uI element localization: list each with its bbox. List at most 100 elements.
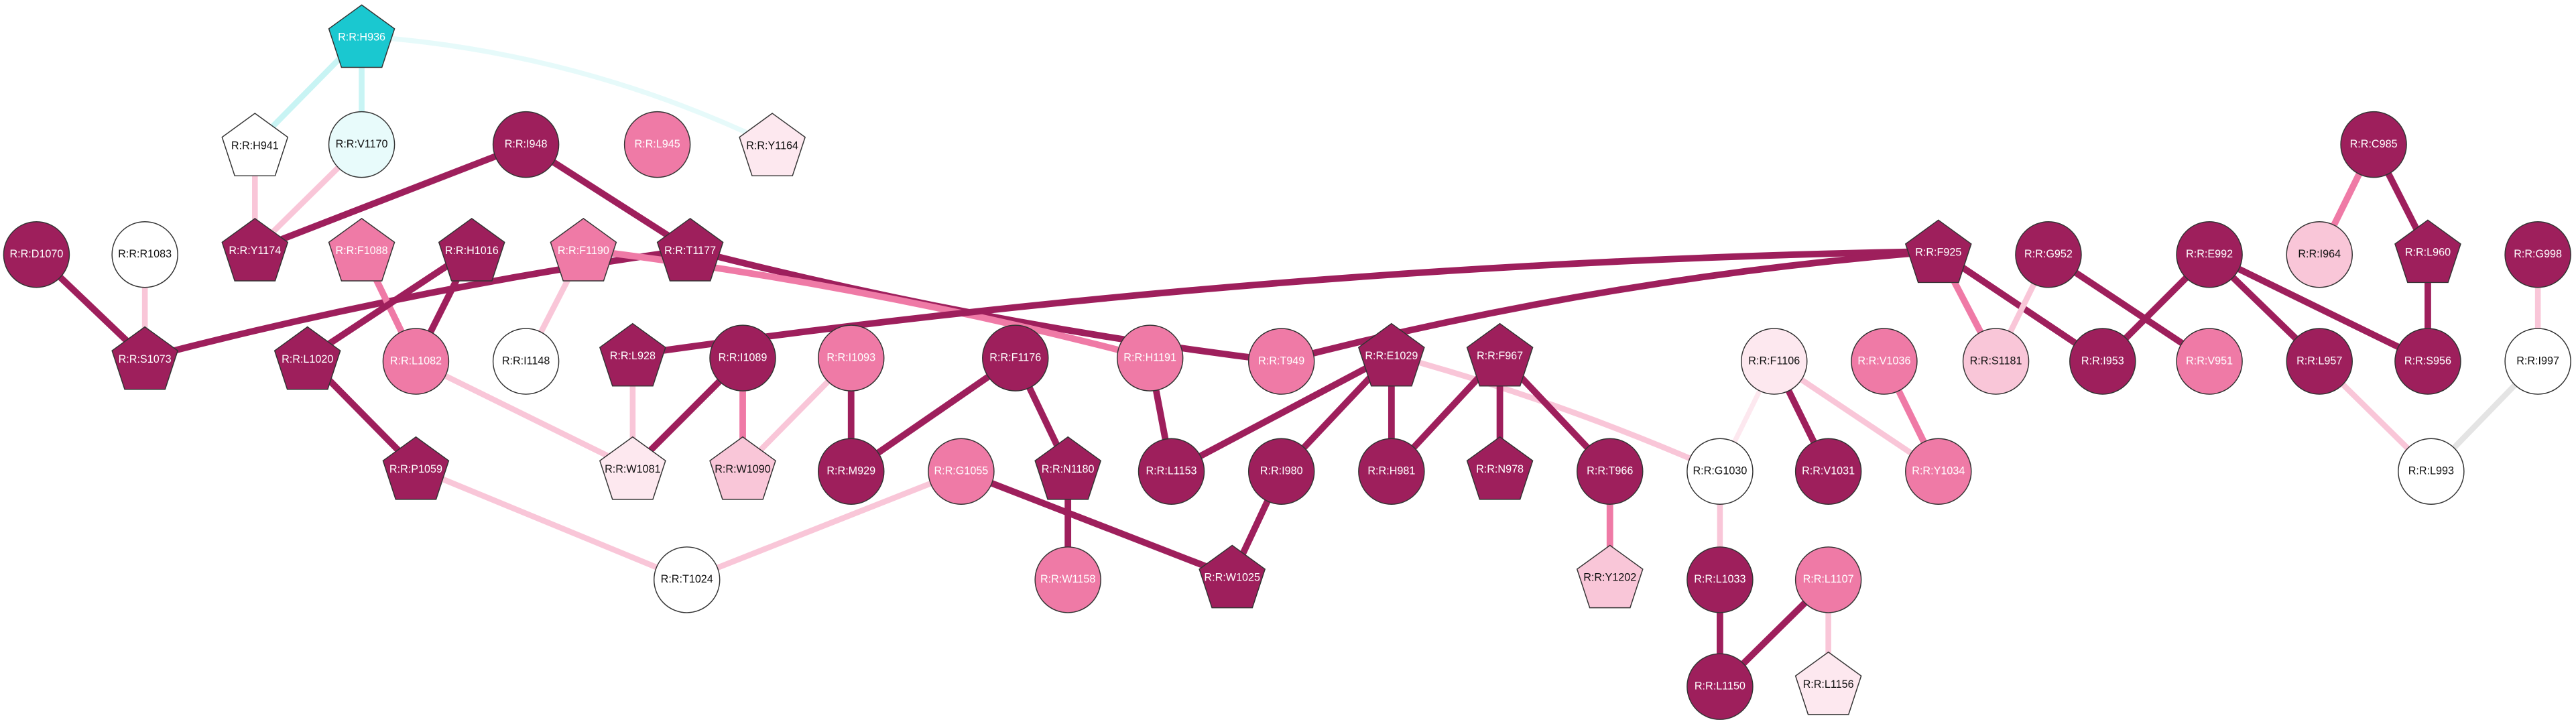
node-label: R:R:S956 bbox=[2404, 355, 2451, 367]
node-circle bbox=[1358, 438, 1425, 505]
node: R:R:M929 bbox=[818, 438, 885, 505]
node: R:R:T1024 bbox=[653, 546, 721, 613]
node-circle bbox=[3, 221, 70, 288]
node: R:R:H936 bbox=[328, 4, 395, 68]
node-label: R:R:W1025 bbox=[1204, 572, 1260, 584]
node-label: R:R:L1033 bbox=[1694, 573, 1745, 585]
node: R:R:N978 bbox=[1466, 436, 1534, 500]
node-circle bbox=[623, 111, 691, 178]
node-pentagon bbox=[273, 326, 341, 390]
node-label: R:R:L1153 bbox=[1146, 465, 1197, 477]
node-pentagon bbox=[1466, 322, 1534, 387]
node: R:R:Y1164 bbox=[739, 113, 806, 176]
node-circle bbox=[328, 111, 395, 178]
node-circle bbox=[382, 328, 450, 395]
node: R:R:S956 bbox=[2394, 328, 2461, 395]
node-pentagon bbox=[1794, 651, 1862, 715]
node: R:R:F1106 bbox=[1741, 328, 1808, 395]
node: R:R:Y1174 bbox=[221, 217, 289, 282]
node: R:R:F1190 bbox=[550, 217, 617, 282]
node-circle bbox=[2286, 328, 2353, 395]
node-circle bbox=[2504, 328, 2571, 395]
node-label: R:R:N978 bbox=[1476, 463, 1524, 475]
node-label: R:R:I953 bbox=[2081, 355, 2124, 367]
node-label: R:R:W1081 bbox=[605, 463, 661, 475]
node-label: R:R:W1090 bbox=[715, 463, 771, 475]
node-label: R:R:L1150 bbox=[1695, 680, 1745, 692]
node: R:R:C985 bbox=[2340, 111, 2407, 178]
node-label: R:R:H1016 bbox=[445, 245, 499, 257]
node: R:R:I1089 bbox=[709, 324, 776, 391]
node-label: R:R:F925 bbox=[1915, 247, 1961, 259]
node: R:R:V1031 bbox=[1794, 438, 1862, 505]
node-label: R:R:L960 bbox=[2405, 247, 2451, 259]
node: R:R:Y1034 bbox=[1905, 438, 1972, 505]
node: R:R:F1176 bbox=[982, 324, 1049, 391]
node: R:R:R1083 bbox=[111, 221, 178, 288]
node-label: R:R:G1030 bbox=[1693, 465, 1747, 477]
node-label: R:R:Y1202 bbox=[1583, 572, 1636, 584]
node-label: R:R:L957 bbox=[2296, 355, 2342, 367]
node-pentagon bbox=[599, 322, 666, 387]
node-label: R:R:C985 bbox=[2350, 138, 2398, 150]
node: R:R:W1081 bbox=[599, 436, 666, 500]
node: R:R:L957 bbox=[2286, 328, 2353, 395]
node-label: R:R:L1020 bbox=[282, 353, 333, 365]
node: R:R:W1025 bbox=[1199, 544, 1266, 609]
node-label: R:R:T966 bbox=[1587, 465, 1633, 477]
node-label: R:R:H981 bbox=[1367, 465, 1415, 477]
node-label: R:R:E1029 bbox=[1365, 350, 1418, 362]
node: R:R:G998 bbox=[2504, 221, 2571, 288]
node-label: R:R:T1177 bbox=[664, 245, 716, 257]
node: R:R:L1156 bbox=[1794, 651, 1862, 715]
node-label: R:R:L928 bbox=[610, 350, 656, 362]
node-circle bbox=[982, 324, 1049, 391]
node: R:R:I964 bbox=[2286, 221, 2353, 288]
node-label: R:R:Y1174 bbox=[229, 245, 281, 257]
node-circle bbox=[1794, 438, 1862, 505]
node: R:R:H1016 bbox=[438, 217, 505, 282]
node-label: R:R:V1036 bbox=[1857, 355, 1910, 367]
node-label: R:R:H1191 bbox=[1123, 351, 1176, 363]
node-circle bbox=[2286, 221, 2353, 288]
node-pentagon bbox=[1199, 544, 1266, 609]
node-circle bbox=[111, 221, 178, 288]
node: R:R:V951 bbox=[2176, 328, 2243, 395]
node-label: R:R:M929 bbox=[826, 465, 875, 477]
node-pentagon bbox=[550, 217, 617, 282]
node-label: R:R:R1083 bbox=[118, 248, 172, 260]
node-circle bbox=[1577, 438, 1644, 505]
node: R:R:L1150 bbox=[1686, 653, 1754, 720]
node-circle bbox=[928, 438, 995, 505]
node-pentagon bbox=[1576, 544, 1644, 609]
node-label: R:R:F1088 bbox=[336, 245, 388, 257]
node: R:R:S1073 bbox=[111, 326, 179, 390]
node: R:R:P1059 bbox=[382, 436, 450, 500]
node: R:R:F967 bbox=[1466, 322, 1534, 387]
node-circle bbox=[818, 324, 885, 391]
node: R:R:L1033 bbox=[1686, 546, 1754, 613]
node-circle bbox=[2176, 328, 2243, 395]
node-label: R:R:I964 bbox=[2298, 248, 2341, 260]
node: R:R:L1153 bbox=[1138, 438, 1205, 505]
node-circle bbox=[2069, 328, 2136, 395]
node-label: R:R:S1181 bbox=[1970, 355, 2022, 367]
edge bbox=[1390, 352, 1721, 475]
node-pentagon bbox=[656, 217, 724, 282]
node: R:R:L928 bbox=[599, 322, 666, 387]
node: R:R:W1158 bbox=[1034, 546, 1101, 613]
node-label: R:R:L1082 bbox=[390, 355, 442, 367]
node-label: R:R:T949 bbox=[1258, 355, 1304, 367]
edge bbox=[306, 247, 474, 361]
node-pentagon bbox=[1904, 219, 1972, 284]
node-circle bbox=[1905, 438, 1972, 505]
node-circle bbox=[709, 324, 776, 391]
node-circle bbox=[818, 438, 885, 505]
node-circle bbox=[2176, 221, 2243, 288]
node: R:R:L1020 bbox=[273, 326, 341, 390]
node-label: R:R:W1158 bbox=[1040, 573, 1095, 585]
node-label: R:R:Y1034 bbox=[1912, 465, 1965, 477]
node-label: R:R:I948 bbox=[505, 138, 548, 150]
node: R:R:E992 bbox=[2176, 221, 2243, 288]
